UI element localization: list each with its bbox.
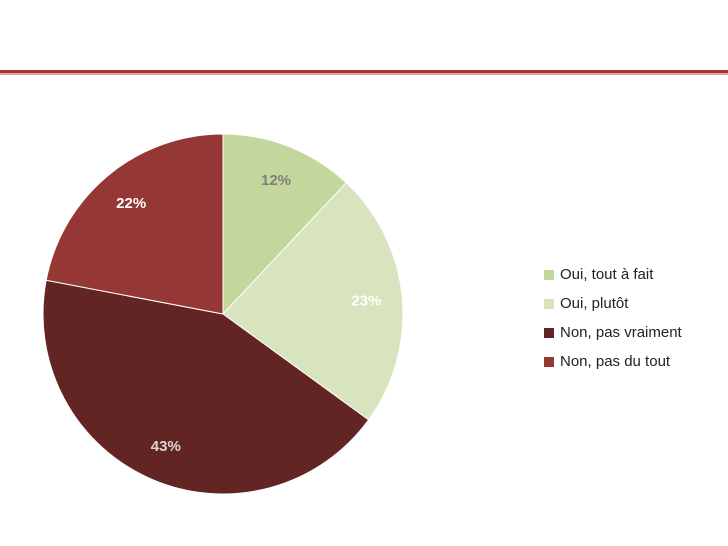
legend-swatch-icon <box>544 298 554 309</box>
legend-swatch-icon <box>544 356 554 367</box>
pie-slice-oui-tout-a-fait <box>222 133 347 316</box>
pie-slice-labels: 12% 23% 43% 22% <box>116 172 381 455</box>
legend-swatch-icon <box>544 327 554 338</box>
legend-item-oui-tout-a-fait: Oui, tout à fait <box>544 260 724 289</box>
legend-label: Non, pas du tout <box>560 353 671 370</box>
pie-slices <box>42 133 404 495</box>
legend-item-oui-plutot: Oui, plutôt <box>544 289 724 318</box>
legend-label: Non, pas vraiment <box>560 324 682 341</box>
slice-label-oui-plutot: 23% <box>351 292 381 309</box>
pie-slice-non-pas-vraiment <box>42 279 370 495</box>
header-divider <box>0 70 728 73</box>
pie-slice-oui-plutot <box>222 182 404 421</box>
legend-swatch-icon <box>544 269 554 280</box>
legend-item-non-pas-du-tout: Non, pas du tout <box>544 347 724 376</box>
pie-slice-non-pas-du-tout <box>45 133 224 315</box>
legend-item-non-pas-vraiment: Non, pas vraiment <box>544 318 724 347</box>
legend-label: Oui, tout à fait <box>560 266 654 283</box>
chart-legend: Oui, tout à fait Oui, plutôt Non, pas vr… <box>544 260 724 376</box>
slice-label-non-pas-du-tout: 22% <box>116 195 146 212</box>
slice-label-oui-tout-a-fait: 12% <box>261 172 291 189</box>
slice-label-non-pas-vraiment: 43% <box>151 438 181 455</box>
legend-label: Oui, plutôt <box>560 295 629 312</box>
header-divider-shadow <box>0 73 728 75</box>
